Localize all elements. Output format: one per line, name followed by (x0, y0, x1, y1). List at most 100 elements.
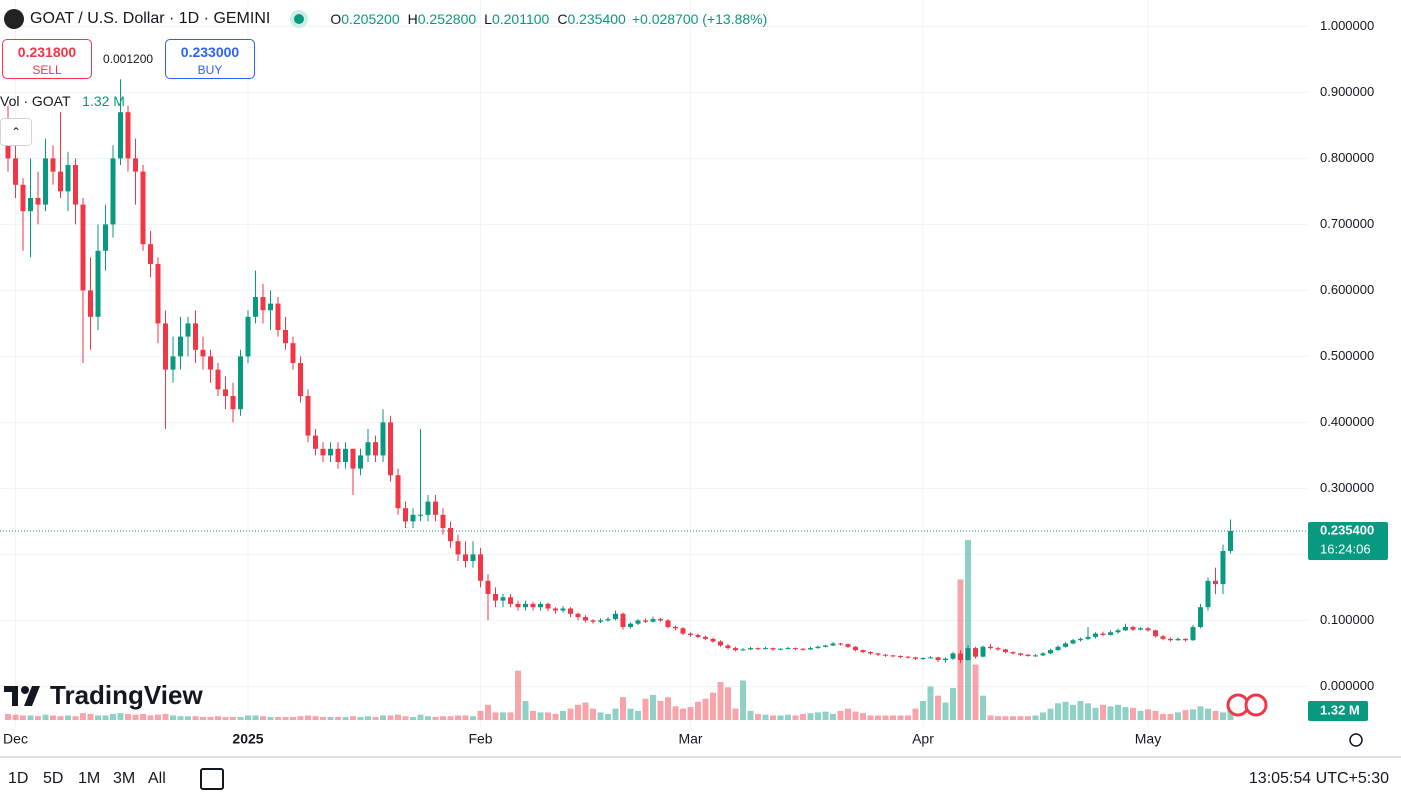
volume-bar (425, 716, 431, 720)
candle-body (275, 303, 281, 330)
candle-body (800, 648, 806, 650)
candle-body (380, 422, 386, 456)
volume-bar (987, 715, 994, 720)
sell-button[interactable]: 0.231800 SELL (2, 39, 92, 79)
volume-bar (215, 716, 221, 720)
volume-bar (1227, 709, 1234, 720)
candle-body (305, 396, 311, 436)
volume-bar (1107, 706, 1114, 720)
candle-body (673, 627, 678, 629)
buy-price: 0.233000 (180, 44, 240, 60)
volume-bar (972, 664, 979, 720)
volume-bar (342, 716, 349, 720)
candle-body (853, 646, 858, 651)
candle-body (748, 648, 753, 650)
volume-bar (192, 716, 199, 720)
candle-body (373, 442, 378, 456)
volume-bar (35, 716, 41, 720)
candle-body (583, 617, 588, 621)
candle-body (1183, 638, 1188, 641)
volume-bar (800, 713, 806, 720)
candle-body (1078, 638, 1083, 641)
range-button[interactable]: 1D (8, 770, 29, 787)
market-status (294, 14, 305, 24)
candle-body (365, 442, 371, 456)
volume-bar (695, 701, 701, 720)
range-button[interactable]: 1M (78, 770, 101, 787)
clock[interactable]: 13:05:54 UTC+5:30 (1248, 770, 1389, 787)
range-button[interactable]: 3M (113, 770, 136, 787)
candle-body (28, 198, 33, 212)
volume-bar (335, 716, 341, 720)
candle-body (493, 594, 498, 601)
volume-bar (635, 710, 641, 720)
volume-bar (1182, 710, 1189, 720)
candle-body (658, 619, 663, 621)
volume-bar (20, 715, 26, 720)
volume-bar (807, 713, 814, 720)
candle-body (1100, 633, 1106, 635)
x-tick-label: Apr (912, 731, 934, 747)
range-button[interactable]: 5D (43, 770, 64, 787)
range-button[interactable]: All (148, 770, 166, 787)
volume-label-box (1308, 700, 1368, 721)
candle-body (1220, 550, 1226, 585)
ohlc-value: 0.201100 (491, 11, 550, 27)
candle-body (725, 645, 731, 649)
volume-bar (867, 715, 874, 720)
volume-bar (252, 715, 259, 720)
y-tick-label: 0.600000 (1320, 282, 1374, 297)
volume-bar (912, 708, 919, 720)
volume-bar (185, 716, 191, 720)
candle-body (980, 646, 986, 657)
candle-body (665, 620, 671, 627)
candle-body (448, 528, 453, 542)
candle-body (1175, 638, 1181, 641)
candle-body (973, 648, 978, 657)
volume-bar (162, 713, 169, 720)
volume-bar (170, 715, 176, 720)
sell-label: SELL (32, 63, 62, 77)
ohlc-key: L (484, 11, 492, 27)
volume-bar (1152, 710, 1159, 720)
collapse-button[interactable]: ⌃ (0, 118, 32, 146)
candle-body (140, 171, 146, 245)
candle-body (943, 658, 948, 660)
volume-bar (470, 716, 476, 720)
ohlc-key: O (330, 11, 342, 27)
candle-body (958, 653, 963, 660)
volume-bar (42, 714, 49, 720)
volume-bar (312, 716, 319, 720)
candle-body (898, 656, 903, 658)
volume-bar (1122, 707, 1129, 720)
candle-body (388, 422, 393, 476)
symbol[interactable]: GOAT / U.S. Dollar · 1D · GEMINI (30, 10, 271, 27)
candle-body (1003, 649, 1008, 653)
candle-body (823, 645, 828, 647)
y-tick-label: 0.400000 (1320, 414, 1374, 429)
volume-bar (57, 716, 64, 720)
candle-body (875, 653, 881, 655)
volume-bar (372, 716, 379, 720)
candle-body (20, 184, 26, 212)
candle-body (485, 580, 491, 594)
candle-body (1010, 652, 1016, 654)
volume-bar (687, 707, 694, 720)
candle-body (920, 658, 926, 660)
date-range-button[interactable] (200, 768, 224, 790)
volume-bar (1167, 713, 1174, 720)
countdown: 16:24:06 (1320, 541, 1371, 556)
candle-body (328, 448, 333, 456)
volume-bar (627, 708, 634, 720)
volume-bar (552, 713, 559, 720)
candle-body (950, 653, 956, 659)
candle-body (13, 158, 18, 185)
candle-body (133, 158, 138, 172)
candle-body (838, 643, 843, 645)
y-tick-label: 1.000000 (1320, 18, 1374, 33)
candle-body (245, 316, 251, 357)
volume-bar (1025, 716, 1031, 720)
candle-body (463, 554, 468, 561)
buy-button[interactable]: 0.233000 BUY (165, 39, 255, 79)
